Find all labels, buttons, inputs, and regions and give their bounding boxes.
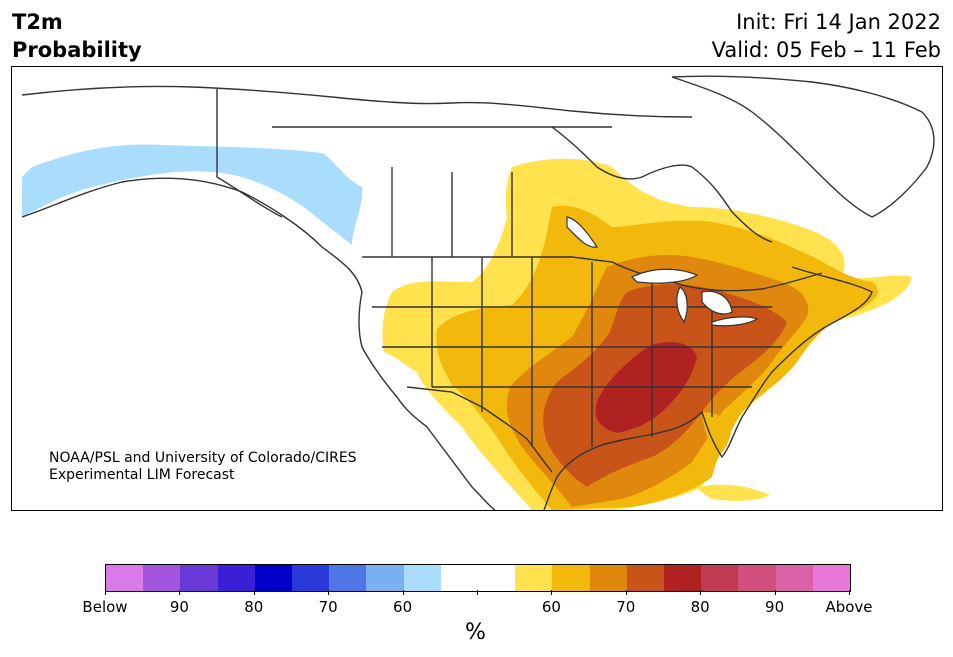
colorbar-cell [403, 565, 441, 591]
colorbar-cell [440, 565, 479, 591]
colorbar-cell [515, 565, 553, 591]
colorbar-tick-label: Above [825, 598, 873, 616]
us-canada-border [362, 256, 823, 292]
product-label: Probability [12, 38, 142, 62]
colorbar-cell [552, 565, 590, 591]
forecast-map [11, 66, 943, 511]
colorbar-cell [589, 565, 627, 591]
colorbar-cell [292, 565, 330, 591]
colorbar-tick-label: 60 [541, 598, 561, 616]
colorbar [105, 564, 851, 592]
colorbar-cell [106, 565, 144, 591]
geographic-outlines [21, 75, 935, 510]
cuba-yellow-region [697, 484, 770, 501]
florida-gold-region [702, 412, 732, 457]
colorbar-cell [143, 565, 181, 591]
colorbar-tick [477, 590, 478, 595]
us-mexico-border [406, 386, 553, 473]
colorbar-cell [738, 565, 776, 591]
colorbar-tick [253, 590, 255, 595]
below-normal-alaska-region [22, 144, 363, 245]
credit-line-2: Experimental LIM Forecast [49, 467, 235, 483]
credit-line-1: NOAA/PSL and University of Colorado/CIRE… [49, 450, 357, 466]
colorbar-unit: % [465, 620, 486, 645]
colorbar-tick-label: 80 [244, 598, 264, 616]
valid-dates: Valid: 05 Feb – 11 Feb [711, 38, 941, 62]
colorbar-cell [664, 565, 702, 591]
colorbar-tick-label: 90 [169, 598, 189, 616]
map-svg [21, 75, 935, 510]
pacific-coastline [21, 177, 496, 510]
variable-label: T2m [12, 10, 63, 34]
colorbar-tick [849, 590, 850, 595]
colorbar-cell [478, 565, 516, 591]
colorbar-tick-label: Below [82, 598, 128, 616]
alaska-border [216, 89, 283, 218]
lake-huron [701, 290, 733, 315]
colorbar-tick-label: 80 [690, 598, 710, 616]
arctic-coastline [21, 85, 693, 118]
colorbar-cell [701, 565, 739, 591]
colorbar-tick [179, 590, 181, 595]
init-date: Init: Fri 14 Jan 2022 [736, 10, 941, 34]
colorbar-cell [217, 565, 255, 591]
colorbar-cell [329, 565, 367, 591]
colorbar-tick [402, 590, 404, 595]
lake-erie [711, 316, 759, 327]
plot-title: T2m Probability [12, 8, 142, 64]
atlantic-coastline [661, 266, 873, 459]
colorbar-cell [254, 565, 293, 591]
colorbar-tick [551, 590, 553, 595]
colorbar-tick-label: 60 [393, 598, 413, 616]
colorbar-tick-label: 70 [616, 598, 636, 616]
lake-superior [630, 268, 699, 284]
colorbar-cell [775, 565, 813, 591]
probability-shading [22, 144, 912, 510]
colorbar-cell [366, 565, 404, 591]
colorbar-ticks [105, 590, 851, 596]
colorbar-tick [774, 590, 776, 595]
lake-michigan [676, 286, 688, 324]
colorbar-cell [812, 565, 851, 591]
colorbar-cell [180, 565, 218, 591]
great-lakes [566, 216, 759, 327]
colorbar-tick [700, 590, 702, 595]
colorbar-tick-label: 70 [318, 598, 338, 616]
greenland-coast [671, 75, 935, 218]
colorbar-cell [626, 565, 665, 591]
hudson-bay-coast [551, 126, 773, 243]
lake-winnipeg [566, 216, 598, 248]
colorbar-tick [328, 590, 330, 595]
date-info: Init: Fri 14 Jan 2022 Valid: 05 Feb – 11… [712, 8, 941, 64]
map-credit: NOAA/PSL and University of Colorado/CIRE… [49, 450, 357, 484]
colorbar-tick [625, 590, 627, 595]
gulf-coastline [543, 431, 663, 510]
colorbar-tick-label: 90 [765, 598, 785, 616]
colorbar-tick [105, 590, 106, 595]
